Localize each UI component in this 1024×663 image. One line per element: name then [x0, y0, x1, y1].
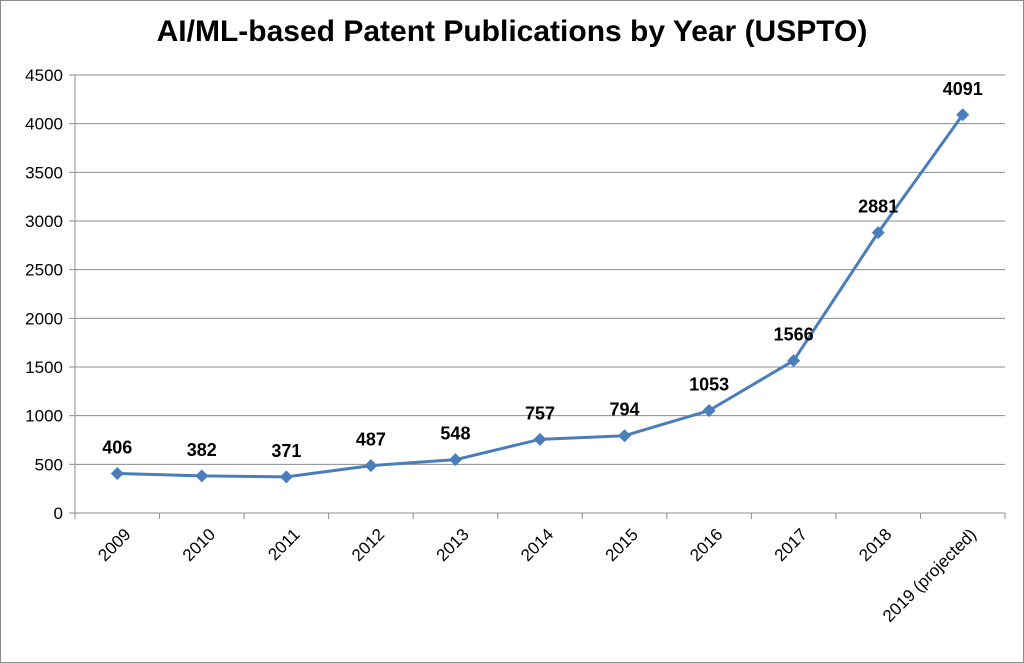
data-point — [702, 404, 716, 418]
y-tick-label: 500 — [35, 455, 63, 474]
y-tick-label: 3000 — [25, 212, 63, 231]
data-point — [871, 226, 885, 240]
data-point — [533, 432, 547, 446]
y-tick-label: 2000 — [25, 309, 63, 328]
x-tick-label: 2016 — [686, 525, 726, 565]
y-tick-label: 4500 — [25, 66, 63, 85]
data-label: 406 — [102, 437, 132, 457]
x-tick-label: 2014 — [517, 525, 557, 565]
data-label: 382 — [187, 440, 217, 460]
x-tick-label: 2015 — [602, 525, 642, 565]
data-point — [110, 466, 124, 480]
data-label: 757 — [525, 403, 555, 423]
y-tick-label: 0 — [54, 504, 63, 523]
data-point — [364, 459, 378, 473]
x-tick-label: 2009 — [94, 525, 134, 565]
data-point — [448, 453, 462, 467]
data-point — [618, 429, 632, 443]
x-tick-label: 2013 — [433, 525, 473, 565]
data-point — [956, 108, 970, 122]
data-label: 371 — [271, 441, 301, 461]
y-tick-label: 1000 — [25, 407, 63, 426]
data-label: 1053 — [689, 375, 729, 395]
y-tick-label: 3500 — [25, 163, 63, 182]
x-tick-label: 2012 — [348, 525, 388, 565]
y-tick-label: 1500 — [25, 358, 63, 377]
x-tick-label: 2017 — [771, 525, 811, 565]
x-tick-label: 2019 (projected) — [879, 525, 980, 626]
x-tick-label: 2011 — [264, 525, 303, 564]
data-label: 4091 — [943, 79, 983, 99]
data-point — [787, 354, 801, 368]
data-label: 1566 — [774, 325, 814, 345]
y-tick-label: 2500 — [25, 261, 63, 280]
y-tick-label: 4000 — [25, 115, 63, 134]
chart-title: AI/ML-based Patent Publications by Year … — [156, 15, 868, 48]
data-label: 794 — [610, 400, 640, 420]
data-point — [195, 469, 209, 483]
data-label: 487 — [356, 430, 386, 450]
data-point — [279, 470, 293, 484]
data-label: 2881 — [858, 197, 898, 217]
x-tick-label: 2018 — [855, 525, 895, 565]
x-tick-label: 2010 — [179, 525, 219, 565]
data-label: 548 — [440, 424, 470, 444]
